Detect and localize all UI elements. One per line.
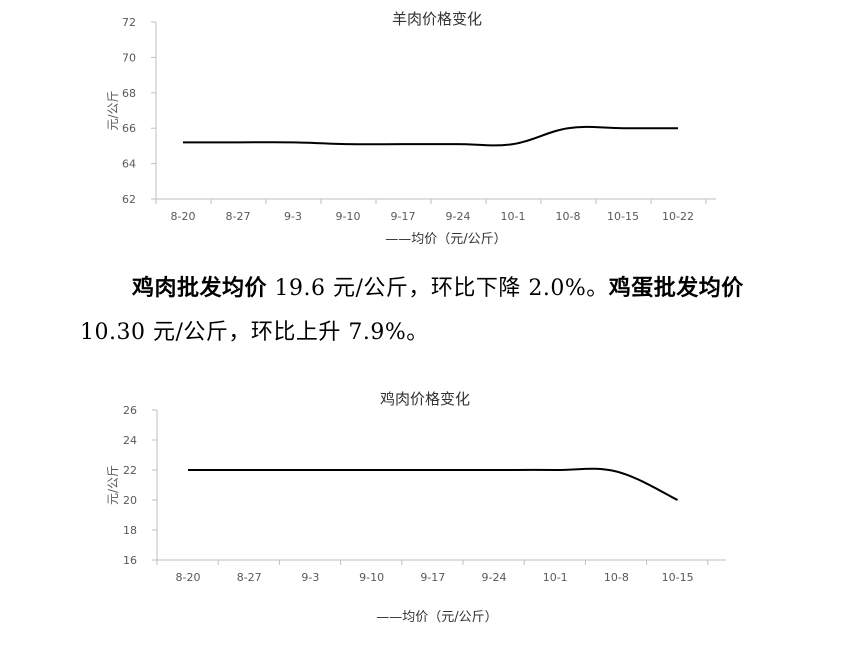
y-tick-label: 68 — [122, 87, 136, 100]
y-tick-label: 66 — [122, 122, 136, 135]
chart-title: 羊肉价格变化 — [392, 10, 482, 28]
y-tick-label: 22 — [123, 464, 137, 477]
mutton-price-chart: 羊肉价格变化 62 64 66 68 70 72 8-20 8-27 9-3 9-10 9-17 9-2… — [106, 10, 716, 247]
x-tick-label: 9-17 — [391, 210, 416, 223]
x-tick-label: 8-20 — [176, 571, 201, 584]
y-tick-label: 24 — [123, 434, 137, 447]
x-tick-label: 9-10 — [336, 210, 361, 223]
series-line-avg-price — [183, 125, 678, 147]
x-tick-label: 9-17 — [420, 571, 445, 584]
x-tick-label: 10-15 — [662, 571, 694, 584]
y-tick-label: 62 — [122, 193, 136, 206]
x-tick-label: 9-24 — [482, 571, 507, 584]
chicken-label: 鸡肉批发均价 — [132, 275, 268, 301]
x-tick-label: 9-3 — [301, 571, 319, 584]
price-summary-paragraph: 鸡肉批发均价 19.6 元/公斤，环比下降 2.0%。鸡蛋批发均价 10.30 … — [80, 266, 800, 355]
x-tick-label: 8-27 — [226, 210, 251, 223]
x-tick-label: 10-8 — [556, 210, 581, 223]
y-tick-label: 64 — [122, 158, 136, 171]
y-axis-label: 元/公斤 — [106, 465, 120, 505]
x-tick-label: 8-27 — [237, 571, 262, 584]
x-tick-label: 10-8 — [604, 571, 629, 584]
y-tick-label: 16 — [123, 554, 137, 567]
y-tick-label: 18 — [123, 524, 137, 537]
x-tick-label: 8-20 — [171, 210, 196, 223]
x-tick-label: 10-15 — [607, 210, 639, 223]
series-line-avg-price — [188, 467, 679, 501]
x-tick-label: 10-1 — [543, 571, 568, 584]
x-tick-label: 10-1 — [501, 210, 526, 223]
y-tick-label: 26 — [123, 404, 137, 417]
egg-price-text: 10.30 元/公斤，环比上升 7.9%。 — [80, 320, 429, 345]
x-tick-label: 9-24 — [446, 210, 471, 223]
chart-title: 鸡肉价格变化 — [380, 390, 470, 408]
chicken-price-text: 19.6 元/公斤，环比下降 2.0%。 — [267, 276, 609, 301]
y-tick-label: 70 — [122, 51, 136, 64]
legend-label: ——均价（元/公斤） — [385, 232, 506, 247]
legend-label: ——均价（元/公斤） — [376, 610, 497, 625]
y-axis-label: 元/公斤 — [106, 90, 120, 130]
y-tick-label: 20 — [123, 494, 137, 507]
y-tick-label: 72 — [122, 16, 136, 29]
egg-label: 鸡蛋批发均价 — [608, 275, 744, 301]
chicken-price-chart: 鸡肉价格变化 16 18 20 22 24 26 8-20 8-27 9-3 9-10 9-17 9-2… — [106, 390, 726, 625]
x-tick-label: 9-3 — [284, 210, 302, 223]
x-tick-label: 10-22 — [662, 210, 694, 223]
x-tick-label: 9-10 — [359, 571, 384, 584]
